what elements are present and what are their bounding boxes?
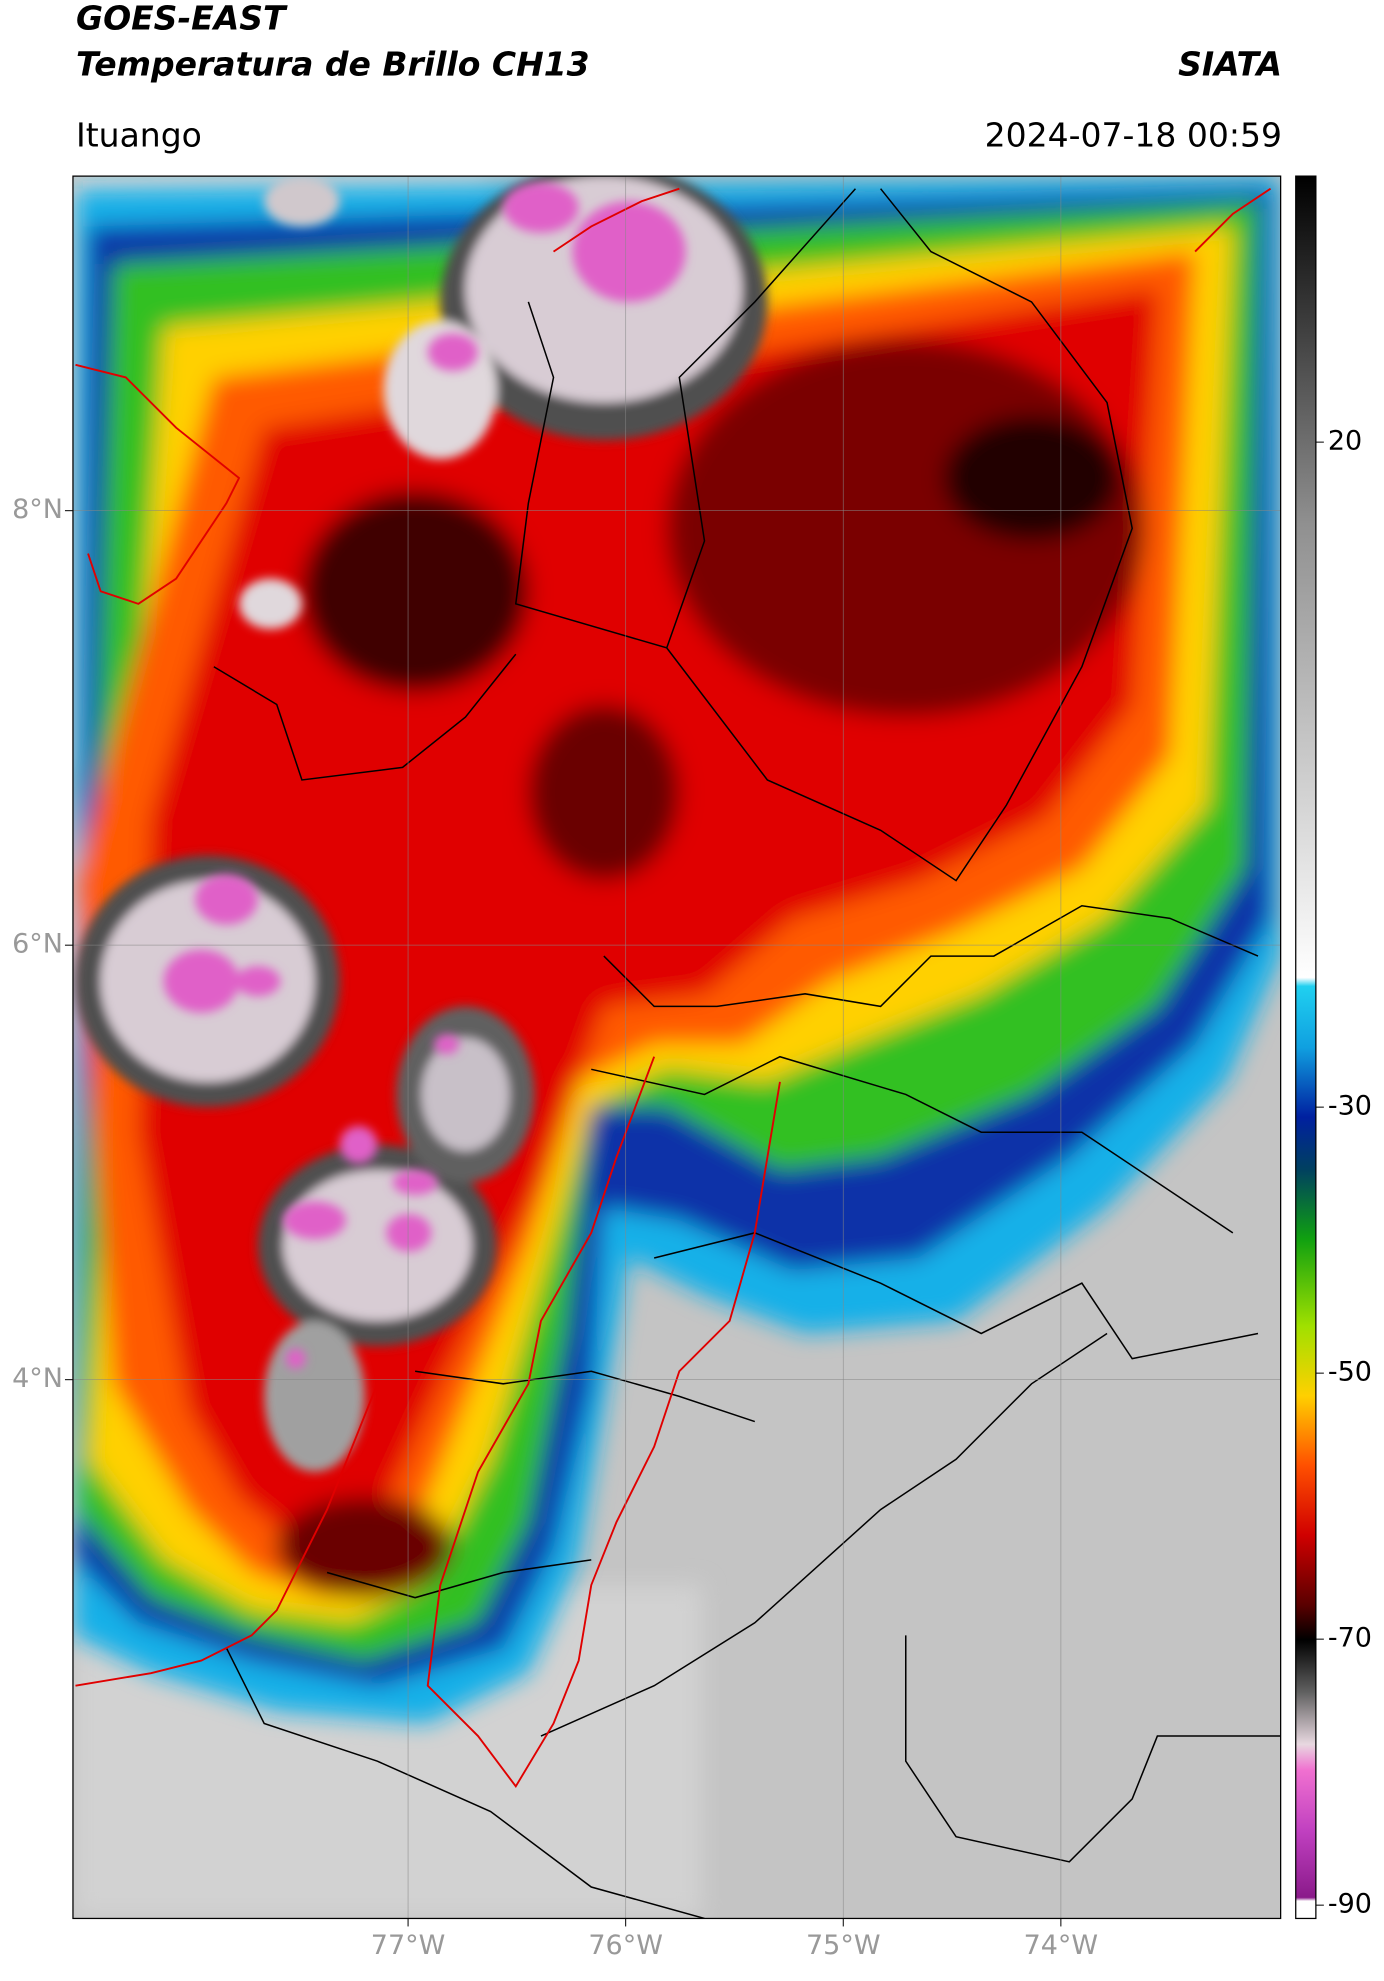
satellite-image [72,175,1317,1920]
grid [72,176,1281,1919]
colorbar [1295,175,1317,1920]
colorbar-tick-label: -30 [1328,1091,1372,1122]
x-tick-label: 77°W [371,1930,446,1961]
timestamp: 2024-07-18 00:59 [985,116,1282,155]
title-line1: GOES-EAST [76,0,288,38]
x-tick-label: 76°W [588,1930,663,1961]
colorbar-tick-label: -50 [1328,1357,1372,1388]
location: Ituango [76,116,202,155]
y-tick-label: 6°N [12,929,63,960]
y-tick-label: 4°N [12,1363,63,1394]
colorbar-tick-label: 20 [1328,426,1362,457]
y-tick-label: 8°N [12,494,63,525]
title-line2: Temperatura de Brillo CH13 [76,45,590,84]
x-tick-label: 74°W [1024,1930,1099,1961]
agency: SIATA [1178,45,1282,84]
colorbar-tick-label: -70 [1328,1623,1372,1654]
colorbar-tick-label: -90 [1328,1889,1372,1920]
map-frame [72,175,1282,1920]
labels: 77°W 76°W 75°W 74°W 8°N 6°N 4°N 20 -30 -50 -70 -90 [12,426,1372,1961]
x-tick-label: 75°W [806,1930,881,1961]
